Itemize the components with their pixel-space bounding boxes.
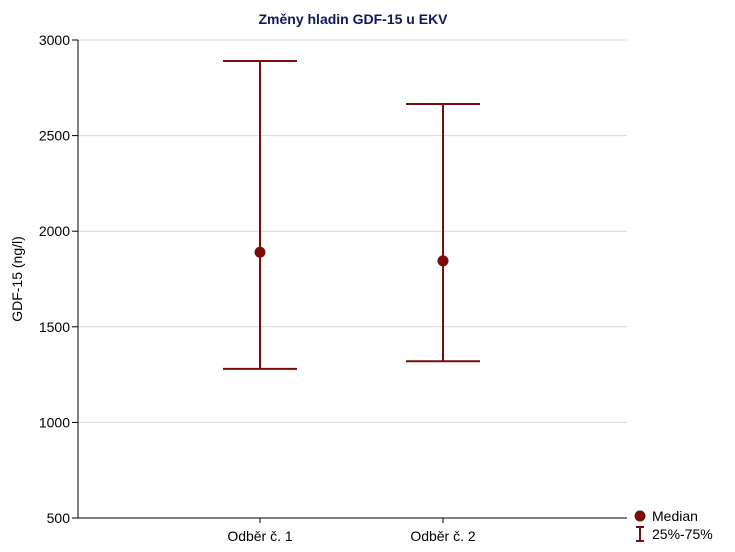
x-tick-label: Odběr č. 2 [410, 528, 476, 544]
x-tick-label: Odběr č. 1 [227, 528, 293, 544]
y-tick-label: 2500 [39, 128, 70, 144]
axes [77, 40, 627, 519]
grid-lines [78, 39, 627, 423]
plot-marks [223, 60, 480, 370]
y-tick-label: 2000 [39, 223, 70, 239]
median-point [254, 246, 266, 258]
error-bar-group [223, 60, 297, 370]
y-tick-label: 3000 [39, 32, 70, 48]
y-axis-ticks: 500 1000 1500 2000 2500 3000 [39, 32, 78, 526]
y-tick-label: 500 [47, 510, 71, 526]
y-axis-label: GDF-15 (ng/l) [9, 236, 25, 322]
error-bar-group [406, 103, 480, 363]
x-axis-ticks: Odběr č. 1 Odběr č. 2 [227, 518, 476, 544]
legend-median-symbol [634, 510, 646, 522]
median-point [437, 255, 449, 267]
legend-median-label: Median [652, 508, 698, 524]
legend-range-label: 25%-75% [652, 526, 713, 542]
legend-whisker-symbol [636, 526, 644, 542]
y-tick-label: 1000 [39, 414, 70, 430]
chart-title: Změny hladin GDF-15 u EKV [258, 11, 448, 27]
y-tick-label: 1500 [39, 319, 70, 335]
legend: Median 25%-75% [634, 508, 713, 542]
